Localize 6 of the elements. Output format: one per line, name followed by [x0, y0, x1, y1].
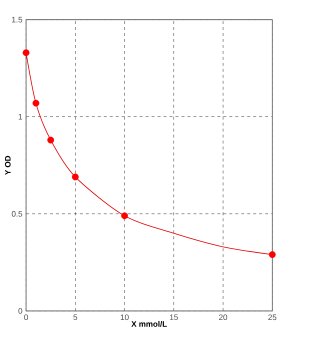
point [47, 136, 54, 144]
point [268, 251, 276, 258]
point [72, 174, 79, 180]
point [121, 212, 128, 220]
point [22, 49, 30, 56]
point [32, 100, 40, 107]
